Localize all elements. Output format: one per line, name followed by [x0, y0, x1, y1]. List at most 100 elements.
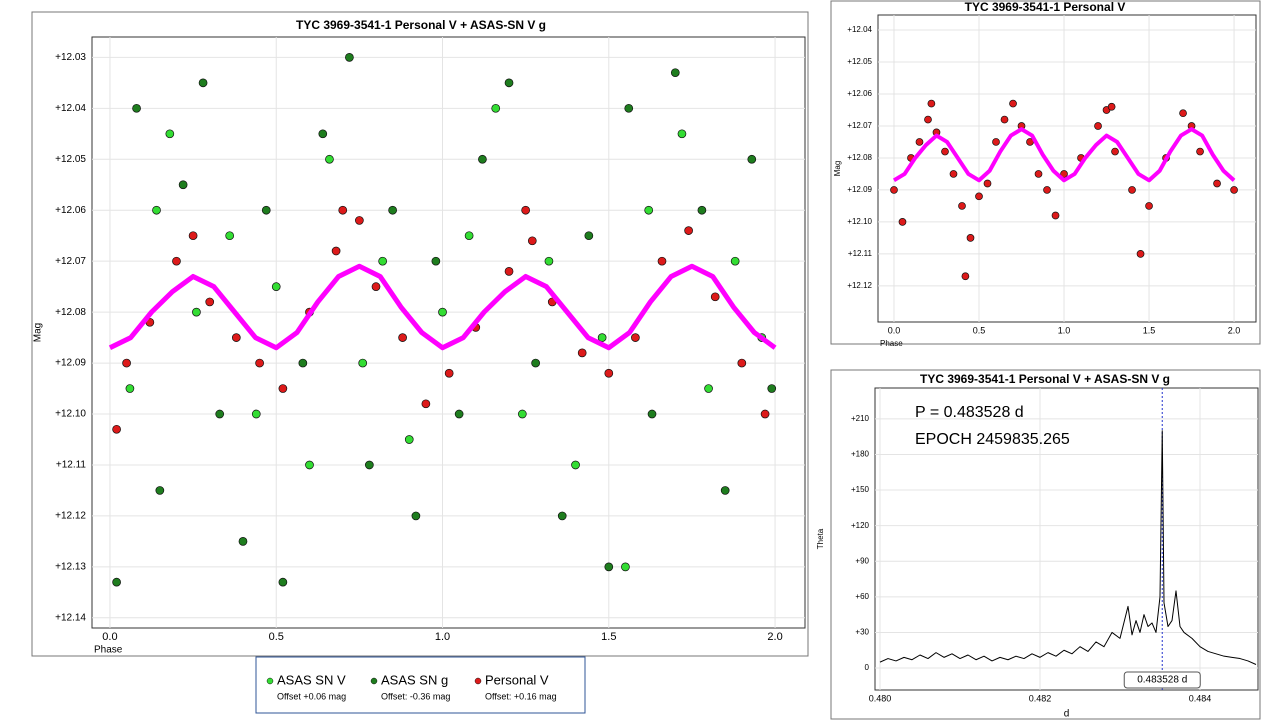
y-axis-label: Theta	[816, 528, 825, 549]
data-point	[890, 186, 898, 194]
data-point	[112, 424, 121, 434]
y-tick-label: +12.13	[55, 562, 86, 573]
x-tick-label: 1.0	[435, 631, 450, 643]
data-point	[338, 205, 348, 215]
data-point	[557, 511, 567, 521]
data-point	[298, 358, 308, 368]
data-point	[238, 537, 248, 546]
data-point	[325, 154, 334, 164]
y-tick-label: +12.06	[847, 89, 872, 98]
data-point	[444, 368, 454, 378]
data-point	[521, 205, 531, 215]
x-axis-label: Phase	[880, 339, 903, 348]
x-tick-label: 0.5	[973, 325, 986, 335]
x-tick-label: 0.0	[102, 631, 117, 643]
data-point	[388, 205, 397, 215]
data-point	[517, 409, 527, 419]
data-point	[278, 384, 288, 393]
data-point	[125, 384, 135, 393]
y-tick-label: +120	[851, 521, 870, 530]
data-point	[331, 246, 341, 256]
data-point	[1000, 115, 1009, 124]
plot-area	[877, 14, 1257, 323]
data-point	[927, 99, 936, 108]
data-point	[504, 78, 514, 88]
data-point	[710, 292, 720, 302]
data-point	[231, 333, 241, 342]
data-line	[892, 127, 1236, 183]
data-point	[730, 256, 740, 266]
data-point	[165, 129, 175, 139]
legend-offset: Offset +0.06 mag	[277, 691, 346, 701]
legend-label: ASAS SN g	[381, 672, 448, 687]
data-point	[421, 399, 431, 409]
data-point	[647, 409, 657, 419]
y-tick-label: +90	[855, 556, 869, 565]
data-point	[966, 234, 975, 242]
x-tick-label: 1.5	[1143, 325, 1156, 335]
chart-title: TYC 3969-3541-1 Personal V + ASAS-SN V g	[296, 18, 546, 32]
y-tick-label: +12.11	[56, 460, 87, 471]
x-tick-label: 1.5	[601, 631, 616, 643]
data-point	[604, 562, 614, 572]
data-point	[132, 103, 141, 113]
x-tick-label: 0.5	[269, 631, 284, 643]
y-tick-label: +12.04	[55, 103, 86, 114]
data-point	[1179, 109, 1187, 118]
data-point	[1107, 102, 1116, 111]
data-point	[604, 368, 614, 378]
y-tick-label: +12.12	[847, 281, 872, 290]
data-point	[205, 297, 215, 307]
y-tick-label: +12.08	[55, 307, 86, 318]
data-point	[949, 170, 958, 178]
data-line	[879, 430, 1257, 665]
legend-box	[255, 656, 586, 714]
data-point	[365, 460, 374, 470]
data-point	[992, 138, 1000, 146]
data-point	[491, 103, 501, 113]
x-tick-label: 0.484	[1189, 693, 1212, 703]
plot-marks	[108, 53, 777, 587]
y-tick-label: +12.05	[847, 57, 872, 66]
data-point	[760, 409, 770, 419]
chart-title: TYC 3969-3541-1 Personal V	[965, 0, 1126, 14]
data-point	[584, 231, 594, 241]
y-axis-label: Mag	[833, 161, 842, 177]
data-point	[198, 78, 208, 88]
data-point	[1136, 250, 1145, 258]
data-point	[278, 577, 288, 587]
x-axis-label: Phase	[94, 645, 123, 656]
y-tick-label: +12.06	[55, 205, 86, 216]
y-tick-label: +150	[851, 485, 870, 494]
x-tick-label: 0.480	[869, 693, 892, 703]
data-point	[747, 154, 757, 164]
plot-area	[91, 36, 806, 629]
data-point	[915, 138, 924, 146]
data-point	[251, 409, 261, 419]
x-axis-label: d	[1064, 709, 1070, 720]
y-tick-label: +12.10	[847, 217, 872, 226]
y-tick-label: +12.04	[847, 25, 872, 34]
data-point	[478, 154, 487, 164]
data-point	[571, 460, 580, 470]
data-point	[924, 115, 932, 124]
y-tick-label: +12.05	[55, 154, 86, 165]
data-point	[411, 511, 421, 521]
x-tick-label: 2.0	[1228, 325, 1241, 335]
data-point	[677, 129, 687, 139]
data-point	[1213, 179, 1221, 188]
x-tick-label: 0.482	[1029, 693, 1052, 703]
y-tick-label: +12.09	[847, 185, 872, 194]
y-tick-label: +12.14	[55, 612, 86, 623]
data-point	[737, 358, 747, 368]
y-tick-label: +12.07	[847, 121, 872, 130]
data-point	[1043, 186, 1051, 194]
data-point	[271, 282, 281, 291]
data-point	[192, 307, 201, 317]
y-tick-label: 0	[865, 663, 870, 672]
y-tick-label: +12.03	[55, 52, 86, 63]
data-point	[1111, 147, 1119, 156]
chart-title: TYC 3969-3541-1 Personal V + ASAS-SN V g	[920, 372, 1170, 386]
